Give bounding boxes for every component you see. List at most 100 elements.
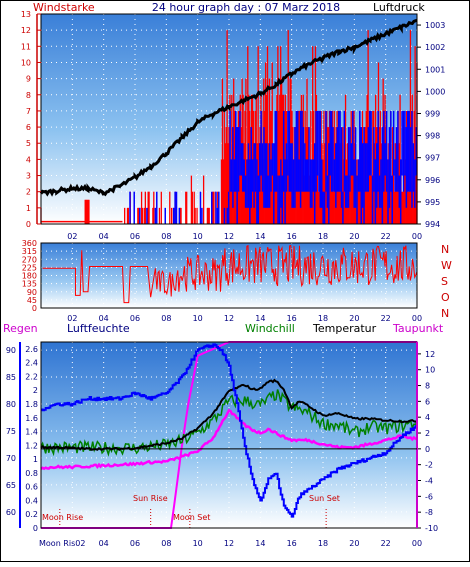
top-x-tick-label: 08 bbox=[161, 232, 171, 241]
wind-tick-label: 0 bbox=[26, 220, 31, 229]
event-sun-rise: Sun Rise bbox=[133, 494, 168, 503]
wind-tick-label: 8 bbox=[26, 91, 31, 100]
bottom-x-tick-label: 18 bbox=[318, 539, 328, 548]
bottom-x-tick-label: 00 bbox=[412, 539, 422, 548]
dir-x-tick-label: 18 bbox=[318, 314, 328, 323]
event-moon-set: Moon Set bbox=[173, 513, 210, 522]
wind-tick-label: 13 bbox=[21, 10, 31, 19]
wind-tick-label: 12 bbox=[21, 26, 31, 35]
humidity-tick-label: 65 bbox=[6, 481, 16, 490]
dir-x-tick-label: 06 bbox=[130, 314, 140, 323]
dir-x-tick-label: 20 bbox=[349, 314, 359, 323]
temp-tick-label: -8 bbox=[425, 508, 433, 517]
temp-tick-label: 12 bbox=[425, 350, 435, 359]
taupunkt-label: Taupunkt bbox=[392, 322, 444, 335]
bottom-x-tick-label: 14 bbox=[255, 539, 265, 548]
windchill-line bbox=[40, 389, 418, 457]
dir-x-tick-label: 10 bbox=[193, 314, 203, 323]
bottom-x-tick-label: 04 bbox=[99, 539, 109, 548]
rain-tick-label: 1.8 bbox=[25, 400, 38, 409]
top-x-tick-label: 10 bbox=[193, 232, 203, 241]
top-x-tick-label: 20 bbox=[349, 232, 359, 241]
regen-label: Regen bbox=[3, 322, 38, 335]
rain-tick-label: 2 bbox=[33, 386, 38, 395]
top-x-tick-label: 16 bbox=[287, 232, 297, 241]
pressure-tick-label: 1001 bbox=[425, 65, 445, 74]
top-x-tick-label: 02 bbox=[67, 232, 77, 241]
temp-tick-label: 0 bbox=[425, 445, 430, 454]
temp-tick-label: 10 bbox=[425, 366, 435, 375]
rain-tick-label: 2.6 bbox=[25, 345, 38, 354]
chart-marks bbox=[39, 18, 418, 529]
rain-tick-label: 1 bbox=[33, 455, 38, 464]
luftdruck-label: Luftdruck bbox=[373, 1, 425, 14]
dir-x-tick-label: 22 bbox=[381, 314, 391, 323]
dewpoint-line bbox=[40, 408, 418, 471]
top-x-tick-label: 18 bbox=[318, 232, 328, 241]
wind-tick-label: 10 bbox=[21, 58, 31, 67]
compass-s: S bbox=[441, 275, 448, 288]
wind-tick-label: 11 bbox=[21, 42, 31, 51]
temp-tick-label: -4 bbox=[425, 477, 433, 486]
pressure-tick-label: 1002 bbox=[425, 43, 445, 52]
top-x-tick-label: 00 bbox=[412, 232, 422, 241]
temperatur-label: Temperatur bbox=[312, 322, 377, 335]
wind-tick-label: 6 bbox=[26, 123, 31, 132]
pressure-tick-label: 1003 bbox=[425, 21, 445, 30]
top-x-tick-label: 14 bbox=[255, 232, 265, 241]
pressure-tick-label: 999 bbox=[425, 109, 440, 118]
rain-tick-label: 2.4 bbox=[25, 359, 38, 368]
humidity-tick-label: 90 bbox=[6, 346, 16, 355]
dir-x-tick-label: 00 bbox=[412, 314, 422, 323]
temp-tick-label: 2 bbox=[425, 429, 430, 438]
top-x-tick-label: 12 bbox=[224, 232, 234, 241]
dir-x-tick-label: 14 bbox=[255, 314, 265, 323]
bottom-x-tick-label: Moon Ris02 bbox=[39, 539, 85, 548]
rain-tick-label: 1.4 bbox=[25, 428, 38, 437]
bottom-x-tick-label: 16 bbox=[287, 539, 297, 548]
bottom-x-tick-label: 20 bbox=[349, 539, 359, 548]
humidity-tick-label: 75 bbox=[6, 427, 16, 436]
humidity-line bbox=[41, 343, 418, 518]
event-moon-rise: Moon Rise bbox=[42, 513, 83, 522]
wind-tick-label: 4 bbox=[26, 155, 31, 164]
wind-tick-label: 3 bbox=[26, 172, 31, 181]
wind-tick-label: 2 bbox=[26, 188, 31, 197]
dir-x-tick-label: 16 bbox=[287, 314, 297, 323]
rain-tick-label: 1.6 bbox=[25, 414, 38, 423]
dir-x-tick-label: 12 bbox=[224, 314, 234, 323]
compass-n-bottom: N bbox=[441, 307, 449, 320]
bottom-x-tick-label: 06 bbox=[130, 539, 140, 548]
humidity-tick-label: 85 bbox=[6, 373, 16, 382]
rain-tick-label: 2.2 bbox=[25, 372, 38, 381]
dir-tick-label: 360 bbox=[22, 239, 37, 248]
rain-tick-label: 0 bbox=[33, 524, 38, 533]
pressure-tick-label: 1000 bbox=[425, 87, 445, 96]
dir-tick-label: 135 bbox=[22, 280, 37, 289]
dir-tick-label: 90 bbox=[27, 288, 37, 297]
rain-tick-label: 0.2 bbox=[25, 510, 38, 519]
dir-x-tick-label: 08 bbox=[161, 314, 171, 323]
dir-x-tick-label: 04 bbox=[99, 314, 109, 323]
dir-tick-label: 0 bbox=[32, 304, 37, 313]
compass-labels: N W S O N bbox=[441, 243, 452, 320]
dir-tick-label: 225 bbox=[22, 263, 37, 272]
top-x-tick-label: 06 bbox=[130, 232, 140, 241]
dir-x-tick-label: 02 bbox=[67, 314, 77, 323]
wind-tick-label: 9 bbox=[26, 75, 31, 84]
pressure-line bbox=[39, 18, 418, 197]
dir-tick-label: 45 bbox=[27, 296, 37, 305]
top-x-tick-label: 04 bbox=[99, 232, 109, 241]
chart-axes: 0123456789101112139949959969979989991000… bbox=[6, 10, 446, 548]
bottom-x-tick-label: 08 bbox=[161, 539, 171, 548]
wind-direction-line bbox=[42, 244, 418, 304]
top-panel-border bbox=[40, 13, 418, 225]
compass-n-top: N bbox=[441, 243, 449, 256]
rain-tick-label: 1.2 bbox=[25, 441, 38, 450]
temp-tick-label: 8 bbox=[425, 382, 430, 391]
humidity-tick-label: 70 bbox=[6, 454, 16, 463]
bottom-x-tick-label: 22 bbox=[381, 539, 391, 548]
humidity-tick-label: 60 bbox=[6, 508, 16, 517]
